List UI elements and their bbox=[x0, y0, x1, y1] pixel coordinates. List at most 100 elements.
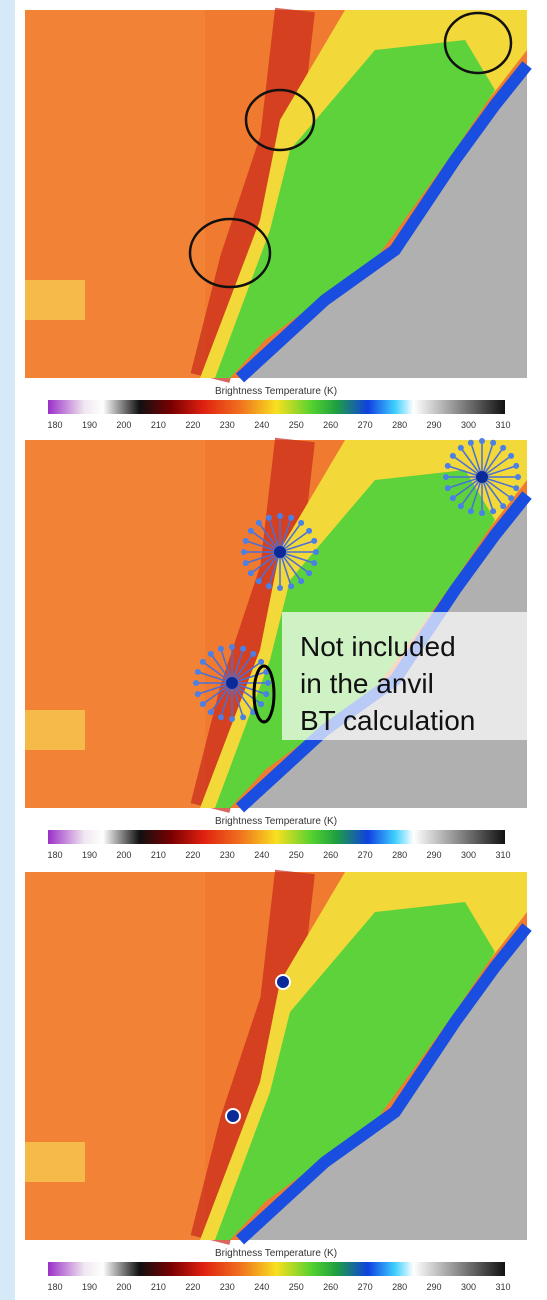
center-dot bbox=[476, 471, 488, 483]
figure: Brightness Temperature (K) 180 190 200 210 22… bbox=[0, 0, 547, 1300]
colorbar-tick-label: 190 bbox=[82, 420, 97, 430]
colorbar-tick-label: 190 bbox=[82, 1282, 97, 1292]
ray-dot bbox=[208, 709, 214, 715]
ray-dot bbox=[490, 508, 496, 514]
ray-dot bbox=[500, 445, 506, 451]
colorbar-tick-label: 190 bbox=[82, 850, 97, 860]
colorbar-label: Brightness Temperature (K) bbox=[215, 386, 337, 397]
ray-dot bbox=[490, 440, 496, 446]
ray-dot bbox=[263, 691, 269, 697]
yellow-notch bbox=[25, 710, 85, 750]
colorbar-tick-label: 270 bbox=[358, 1282, 373, 1292]
ray-dot bbox=[193, 680, 199, 686]
colorbar-label: Brightness Temperature (K) bbox=[215, 816, 337, 827]
ray-dot bbox=[240, 646, 246, 652]
colorbar-tick-label: 200 bbox=[116, 1282, 131, 1292]
colorbar-tick-label: 290 bbox=[427, 1282, 442, 1292]
colorbar-tick-label: 300 bbox=[461, 1282, 476, 1292]
ray-dot bbox=[513, 485, 519, 491]
colorbar-tick-label: 280 bbox=[392, 420, 407, 430]
annotation-line: Not included bbox=[300, 631, 456, 662]
map-light bbox=[25, 872, 205, 1240]
ray-dot bbox=[288, 583, 294, 589]
ray-dot bbox=[256, 520, 262, 526]
colorbar-tick-label: 260 bbox=[323, 420, 338, 430]
ray-dot bbox=[443, 474, 449, 480]
ray-dot bbox=[277, 513, 283, 519]
colorbar-tick-label: 180 bbox=[47, 1282, 62, 1292]
ray-dot bbox=[313, 549, 319, 555]
colorbar-tick-label: 290 bbox=[427, 850, 442, 860]
colorbar-tick-label: 230 bbox=[220, 850, 235, 860]
colorbar-tick-label: 240 bbox=[254, 850, 269, 860]
colorbar-tick-label: 290 bbox=[427, 420, 442, 430]
ray-dot bbox=[450, 453, 456, 459]
ray-dot bbox=[445, 463, 451, 469]
yellow-notch bbox=[25, 280, 85, 320]
ray-dot bbox=[243, 560, 249, 566]
ray-dot bbox=[445, 485, 451, 491]
colorbar-tick-label: 220 bbox=[185, 850, 200, 860]
colorbar-tick-label: 300 bbox=[461, 850, 476, 860]
colorbar-tick-label: 260 bbox=[323, 850, 338, 860]
ray-dot bbox=[513, 463, 519, 469]
colorbar-tick-label: 200 bbox=[116, 420, 131, 430]
colorbar-tick-label: 210 bbox=[151, 420, 166, 430]
panel: Brightness Temperature (K)18019020021022… bbox=[25, 872, 527, 1292]
ray-dot bbox=[208, 651, 214, 657]
colorbar-tick-label: 260 bbox=[323, 1282, 338, 1292]
ray-dot bbox=[266, 583, 272, 589]
ray-dot bbox=[256, 578, 262, 584]
colorbar-label: Brightness Temperature (K) bbox=[215, 1248, 337, 1259]
colorbar-tick-label: 240 bbox=[254, 420, 269, 430]
ray-dot bbox=[306, 570, 312, 576]
ray-dot bbox=[500, 503, 506, 509]
ray-dot bbox=[515, 474, 521, 480]
ray-dot bbox=[458, 503, 464, 509]
ray-dot bbox=[195, 691, 201, 697]
colorbar-tick-label: 270 bbox=[358, 850, 373, 860]
ray-dot bbox=[218, 714, 224, 720]
colorbar-tick-label: 310 bbox=[495, 850, 510, 860]
ray-dot bbox=[258, 701, 264, 707]
colorbar-tick-label: 230 bbox=[220, 420, 235, 430]
colorbar-tick-label: 220 bbox=[185, 1282, 200, 1292]
ray-dot bbox=[241, 549, 247, 555]
panel: Not included in the anvil BT calculation Br… bbox=[25, 438, 532, 860]
ray-dot bbox=[265, 680, 271, 686]
colorbar-tick-label: 240 bbox=[254, 1282, 269, 1292]
ray-dot bbox=[240, 714, 246, 720]
colorbar-tick-label: 250 bbox=[289, 850, 304, 860]
map-light bbox=[25, 440, 205, 808]
colorbar-tick-label: 250 bbox=[289, 420, 304, 430]
location-dot bbox=[226, 1109, 240, 1123]
ray-dot bbox=[218, 646, 224, 652]
ray-dot bbox=[298, 520, 304, 526]
center-dot bbox=[226, 677, 238, 689]
colorbar-tick-label: 220 bbox=[185, 420, 200, 430]
location-dot bbox=[276, 975, 290, 989]
annotation-line: in the anvil bbox=[300, 668, 434, 699]
colorbar-tick-label: 200 bbox=[116, 850, 131, 860]
ray-dot bbox=[508, 495, 514, 501]
colorbar bbox=[48, 830, 505, 844]
ray-dot bbox=[248, 570, 254, 576]
colorbar-tick-label: 310 bbox=[495, 1282, 510, 1292]
ray-dot bbox=[288, 515, 294, 521]
annotation-line: BT calculation bbox=[300, 705, 475, 736]
colorbar-tick-label: 230 bbox=[220, 1282, 235, 1292]
map-light bbox=[25, 10, 205, 378]
ray-dot bbox=[508, 453, 514, 459]
side-border bbox=[0, 0, 15, 1300]
ray-dot bbox=[200, 659, 206, 665]
colorbar-tick-label: 280 bbox=[392, 1282, 407, 1292]
ray-dot bbox=[195, 669, 201, 675]
colorbar-tick-label: 300 bbox=[461, 420, 476, 430]
colorbar bbox=[48, 400, 505, 414]
ray-dot bbox=[468, 440, 474, 446]
ray-dot bbox=[450, 495, 456, 501]
ray-dot bbox=[277, 585, 283, 591]
colorbar-tick-label: 280 bbox=[392, 850, 407, 860]
colorbar-tick-label: 310 bbox=[495, 420, 510, 430]
